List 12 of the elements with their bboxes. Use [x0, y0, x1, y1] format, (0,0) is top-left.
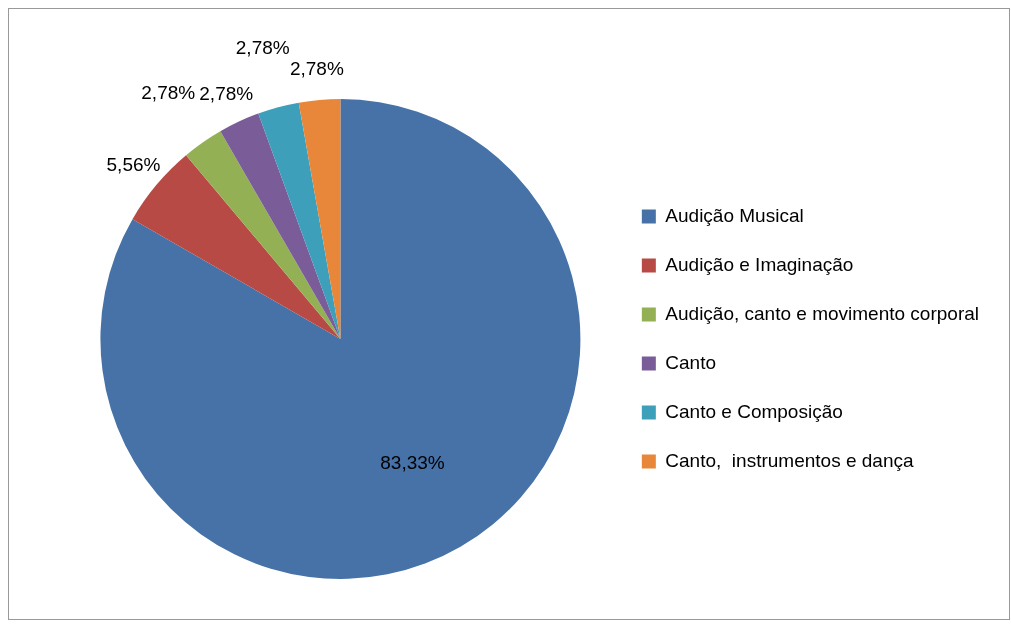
legend-label: Audição Musical [665, 204, 804, 226]
legend-label: Canto [665, 351, 717, 373]
legend-label: Audição e Imaginação [665, 253, 854, 275]
legend-label: Canto, instrumentos e dança [665, 449, 914, 471]
data-label: 2,78% [235, 37, 290, 59]
data-label: 2,78% [141, 81, 196, 103]
data-label: 5,56% [106, 153, 161, 175]
legend-label: Audição, canto e movimento corporal [665, 302, 979, 324]
data-label: 83,33% [380, 451, 445, 473]
data-label: 2,78% [289, 58, 344, 80]
data-label: 2,78% [199, 82, 254, 104]
legend-label: Canto e Composição [665, 400, 843, 422]
